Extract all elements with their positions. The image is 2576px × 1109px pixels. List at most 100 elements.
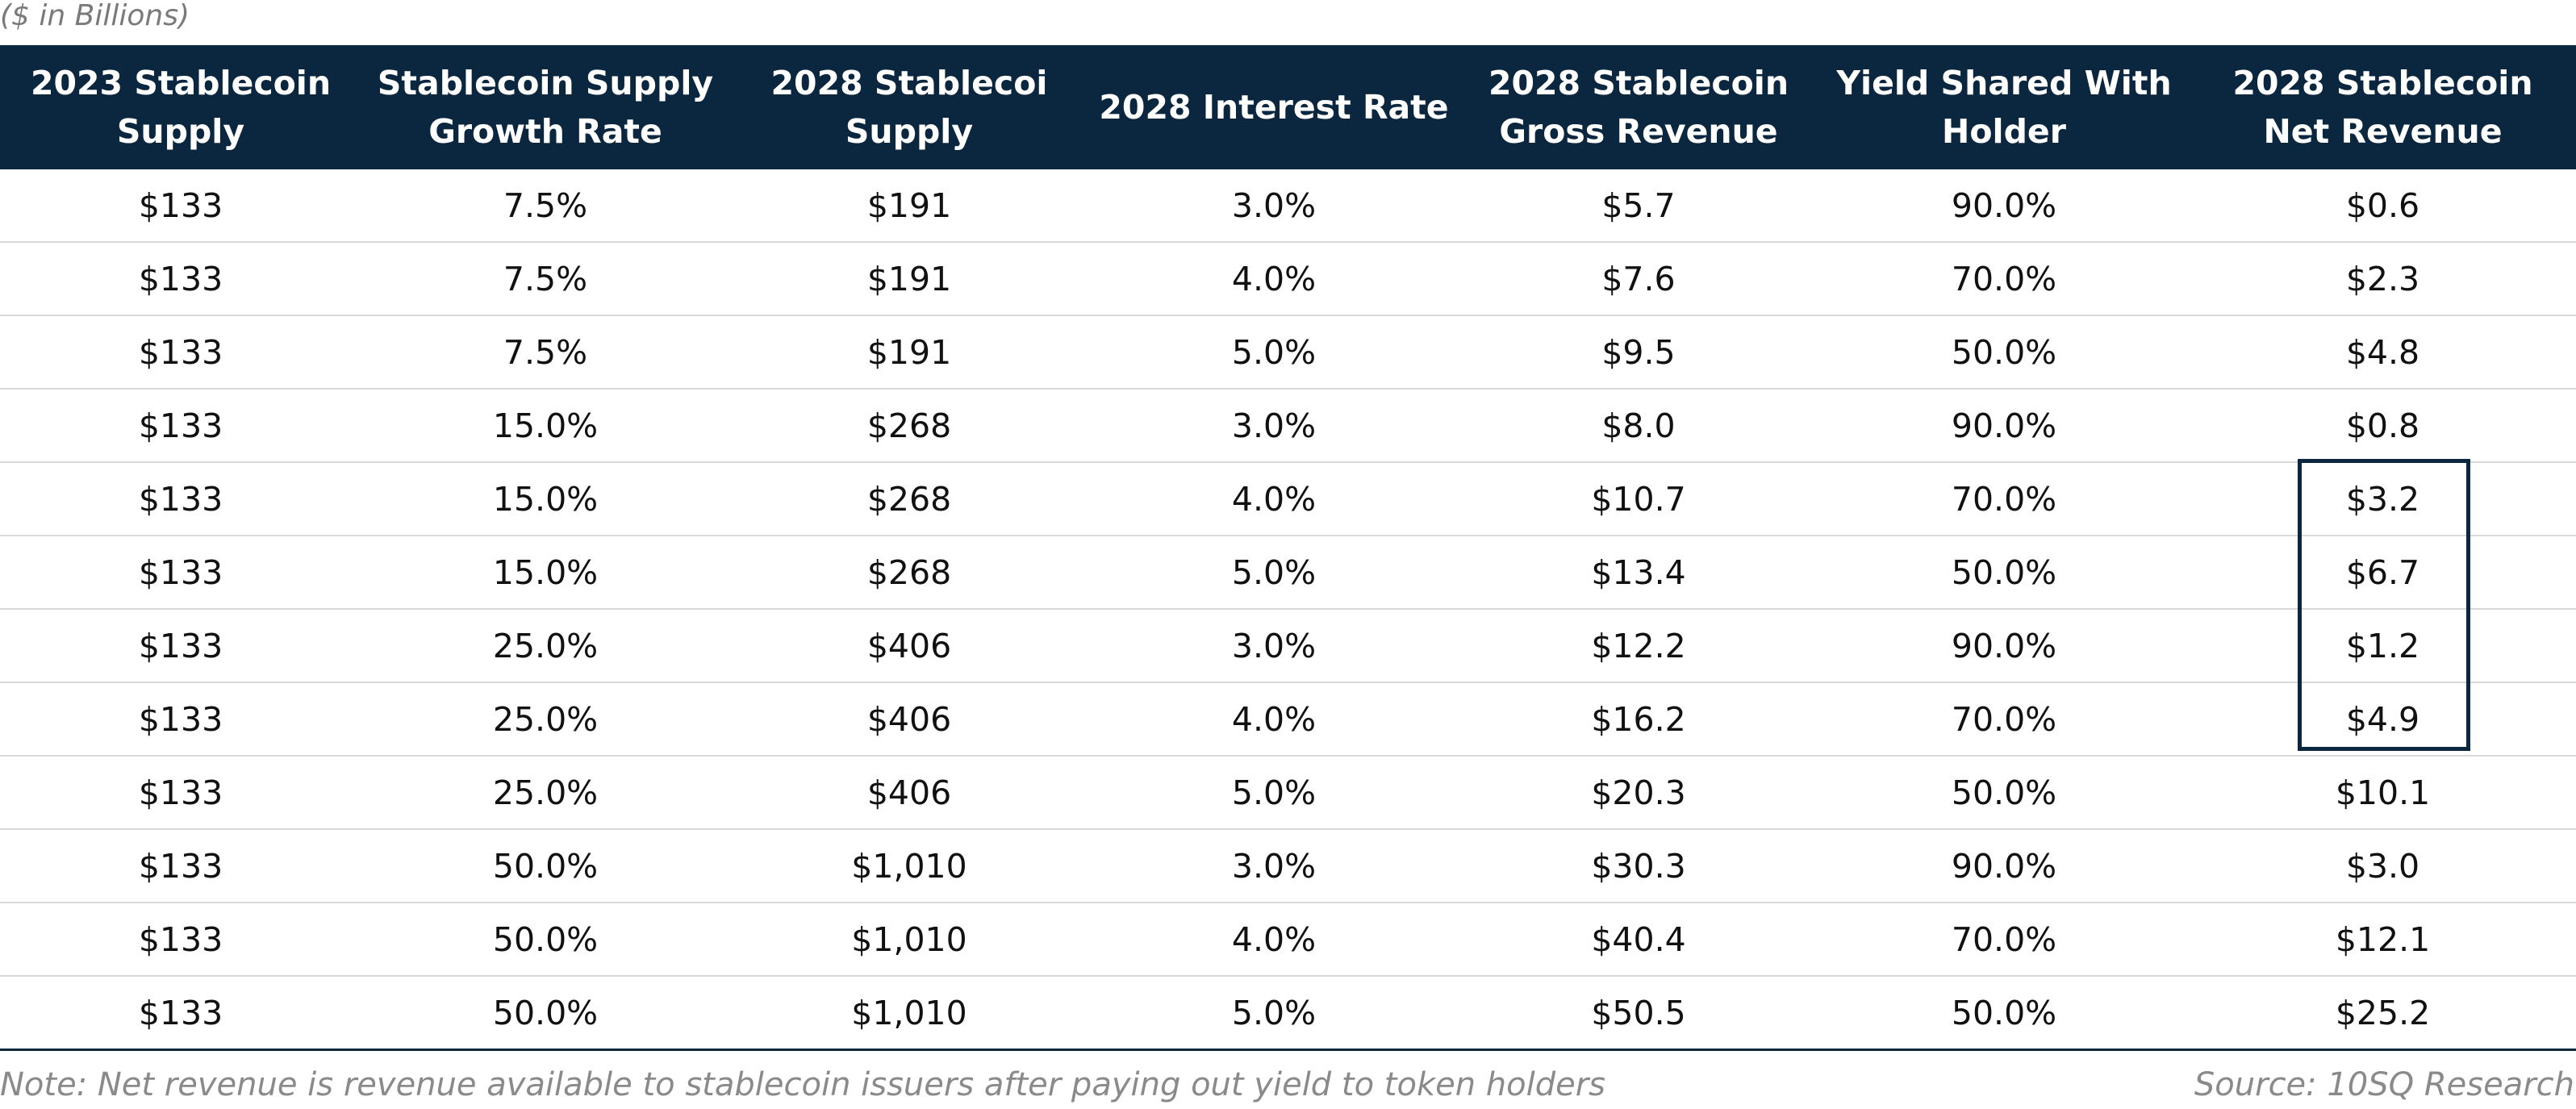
cell-growth-rate: 50.0% — [361, 829, 729, 903]
table-row: $133 7.5% $191 5.0% $9.5 50.0% $4.8 — [0, 315, 2576, 390]
cell-yield-shared: 90.0% — [1818, 609, 2190, 683]
cell-yield-shared: 70.0% — [1818, 903, 2190, 977]
cell-growth-rate: 7.5% — [361, 242, 729, 316]
cell-2028-supply: $1,010 — [729, 829, 1089, 903]
cell-net-revenue: $4.8 — [2190, 315, 2576, 390]
cell-net-revenue: $4.9 — [2190, 682, 2576, 757]
cell-gross-revenue: $20.3 — [1459, 756, 1818, 830]
cell-interest-rate: 5.0% — [1089, 315, 1459, 390]
cell-2028-supply: $1,010 — [729, 903, 1089, 977]
cell-growth-rate: 50.0% — [361, 976, 729, 1051]
cell-2023-supply: $133 — [0, 829, 361, 903]
table-row: $133 15.0% $268 3.0% $8.0 90.0% $0.8 — [0, 389, 2576, 463]
column-header-net-revenue: 2028 Stablecoin Net Revenue — [2232, 64, 2533, 151]
cell-yield-shared: 50.0% — [1818, 536, 2190, 610]
cell-interest-rate: 4.0% — [1089, 462, 1459, 536]
cell-2028-supply: $406 — [729, 682, 1089, 757]
column-header-growth-rate: Stablecoin Supply Growth Rate — [377, 64, 714, 151]
cell-net-revenue: $0.8 — [2190, 389, 2576, 463]
column-header-yield-shared: Yield Shared With Holder — [1836, 64, 2172, 151]
cell-net-revenue: $10.1 — [2190, 756, 2576, 830]
cell-gross-revenue: $30.3 — [1459, 829, 1818, 903]
cell-gross-revenue: $16.2 — [1459, 682, 1818, 757]
cell-2028-supply: $268 — [729, 536, 1089, 610]
cell-gross-revenue: $13.4 — [1459, 536, 1818, 610]
cell-gross-revenue: $12.2 — [1459, 609, 1818, 683]
cell-2028-supply: $191 — [729, 169, 1089, 243]
cell-interest-rate: 5.0% — [1089, 756, 1459, 830]
cell-net-revenue: $3.0 — [2190, 829, 2576, 903]
cell-interest-rate: 4.0% — [1089, 242, 1459, 316]
table-row: $133 50.0% $1,010 5.0% $50.5 50.0% $25.2 — [0, 976, 2576, 1051]
cell-yield-shared: 50.0% — [1818, 315, 2190, 390]
cell-growth-rate: 15.0% — [361, 462, 729, 536]
cell-gross-revenue: $50.5 — [1459, 976, 1818, 1051]
cell-net-revenue: $25.2 — [2190, 976, 2576, 1051]
table-row: $133 50.0% $1,010 4.0% $40.4 70.0% $12.1 — [0, 903, 2576, 977]
cell-growth-rate: 25.0% — [361, 756, 729, 830]
cell-gross-revenue: $9.5 — [1459, 315, 1818, 390]
cell-interest-rate: 3.0% — [1089, 169, 1459, 243]
cell-gross-revenue: $8.0 — [1459, 389, 1818, 463]
table-row: $133 25.0% $406 5.0% $20.3 50.0% $10.1 — [0, 756, 2576, 830]
cell-2023-supply: $133 — [0, 389, 361, 463]
column-header-gross-revenue: 2028 Stablecoin Gross Revenue — [1488, 64, 1789, 151]
cell-2023-supply: $133 — [0, 609, 361, 683]
cell-yield-shared: 50.0% — [1818, 756, 2190, 830]
cell-growth-rate: 15.0% — [361, 389, 729, 463]
cell-net-revenue: $2.3 — [2190, 242, 2576, 316]
header-row: 2023 Stablecoin Supply Stablecoin Supply… — [0, 45, 2576, 169]
cell-yield-shared: 70.0% — [1818, 242, 2190, 316]
cell-gross-revenue: $5.7 — [1459, 169, 1818, 243]
cell-interest-rate: 5.0% — [1089, 976, 1459, 1051]
table-body: $133 7.5% $191 3.0% $5.7 90.0% $0.6 $133… — [0, 169, 2576, 1051]
source-credit: Source: 10SQ Research — [2194, 1066, 2574, 1103]
cell-gross-revenue: $10.7 — [1459, 462, 1818, 536]
cell-net-revenue: $12.1 — [2190, 903, 2576, 977]
footnote: Note: Net revenue is revenue available t… — [0, 1066, 1605, 1103]
cell-interest-rate: 3.0% — [1089, 389, 1459, 463]
cell-growth-rate: 25.0% — [361, 682, 729, 757]
table-row: $133 15.0% $268 5.0% $13.4 50.0% $6.7 — [0, 536, 2576, 610]
cell-2023-supply: $133 — [0, 536, 361, 610]
table-row: $133 7.5% $191 3.0% $5.7 90.0% $0.6 — [0, 169, 2576, 243]
table-row: $133 50.0% $1,010 3.0% $30.3 90.0% $3.0 — [0, 829, 2576, 903]
cell-2028-supply: $1,010 — [729, 976, 1089, 1051]
table-row: $133 15.0% $268 4.0% $10.7 70.0% $3.2 — [0, 462, 2576, 536]
table-row: $133 25.0% $406 4.0% $16.2 70.0% $4.9 — [0, 682, 2576, 757]
cell-yield-shared: 90.0% — [1818, 389, 2190, 463]
cell-interest-rate: 5.0% — [1089, 536, 1459, 610]
cell-2023-supply: $133 — [0, 976, 361, 1051]
cell-2028-supply: $406 — [729, 609, 1089, 683]
stablecoin-revenue-table: 2023 Stablecoin Supply Stablecoin Supply… — [0, 45, 2576, 1051]
cell-2023-supply: $133 — [0, 169, 361, 243]
cell-yield-shared: 90.0% — [1818, 829, 2190, 903]
cell-yield-shared: 70.0% — [1818, 462, 2190, 536]
table-header: 2023 Stablecoin Supply Stablecoin Supply… — [0, 45, 2576, 169]
cell-2023-supply: $133 — [0, 682, 361, 757]
cell-interest-rate: 3.0% — [1089, 829, 1459, 903]
cell-2023-supply: $133 — [0, 756, 361, 830]
cell-interest-rate: 4.0% — [1089, 903, 1459, 977]
column-header-interest-rate: 2028 Interest Rate — [1099, 88, 1449, 127]
cell-net-revenue: $3.2 — [2190, 462, 2576, 536]
cell-2023-supply: $133 — [0, 242, 361, 316]
cell-growth-rate: 15.0% — [361, 536, 729, 610]
cell-2028-supply: $268 — [729, 389, 1089, 463]
cell-growth-rate: 7.5% — [361, 315, 729, 390]
units-label: ($ in Billions) — [0, 0, 190, 32]
cell-net-revenue: $1.2 — [2190, 609, 2576, 683]
cell-yield-shared: 90.0% — [1818, 169, 2190, 243]
column-header-2028-supply: 2028 Stablecoi Supply — [770, 64, 1048, 151]
cell-2028-supply: $406 — [729, 756, 1089, 830]
cell-net-revenue: $6.7 — [2190, 536, 2576, 610]
cell-2028-supply: $191 — [729, 315, 1089, 390]
cell-growth-rate: 50.0% — [361, 903, 729, 977]
cell-2028-supply: $268 — [729, 462, 1089, 536]
cell-interest-rate: 3.0% — [1089, 609, 1459, 683]
cell-2023-supply: $133 — [0, 315, 361, 390]
cell-2023-supply: $133 — [0, 462, 361, 536]
table-row: $133 25.0% $406 3.0% $12.2 90.0% $1.2 — [0, 609, 2576, 683]
cell-interest-rate: 4.0% — [1089, 682, 1459, 757]
cell-2023-supply: $133 — [0, 903, 361, 977]
